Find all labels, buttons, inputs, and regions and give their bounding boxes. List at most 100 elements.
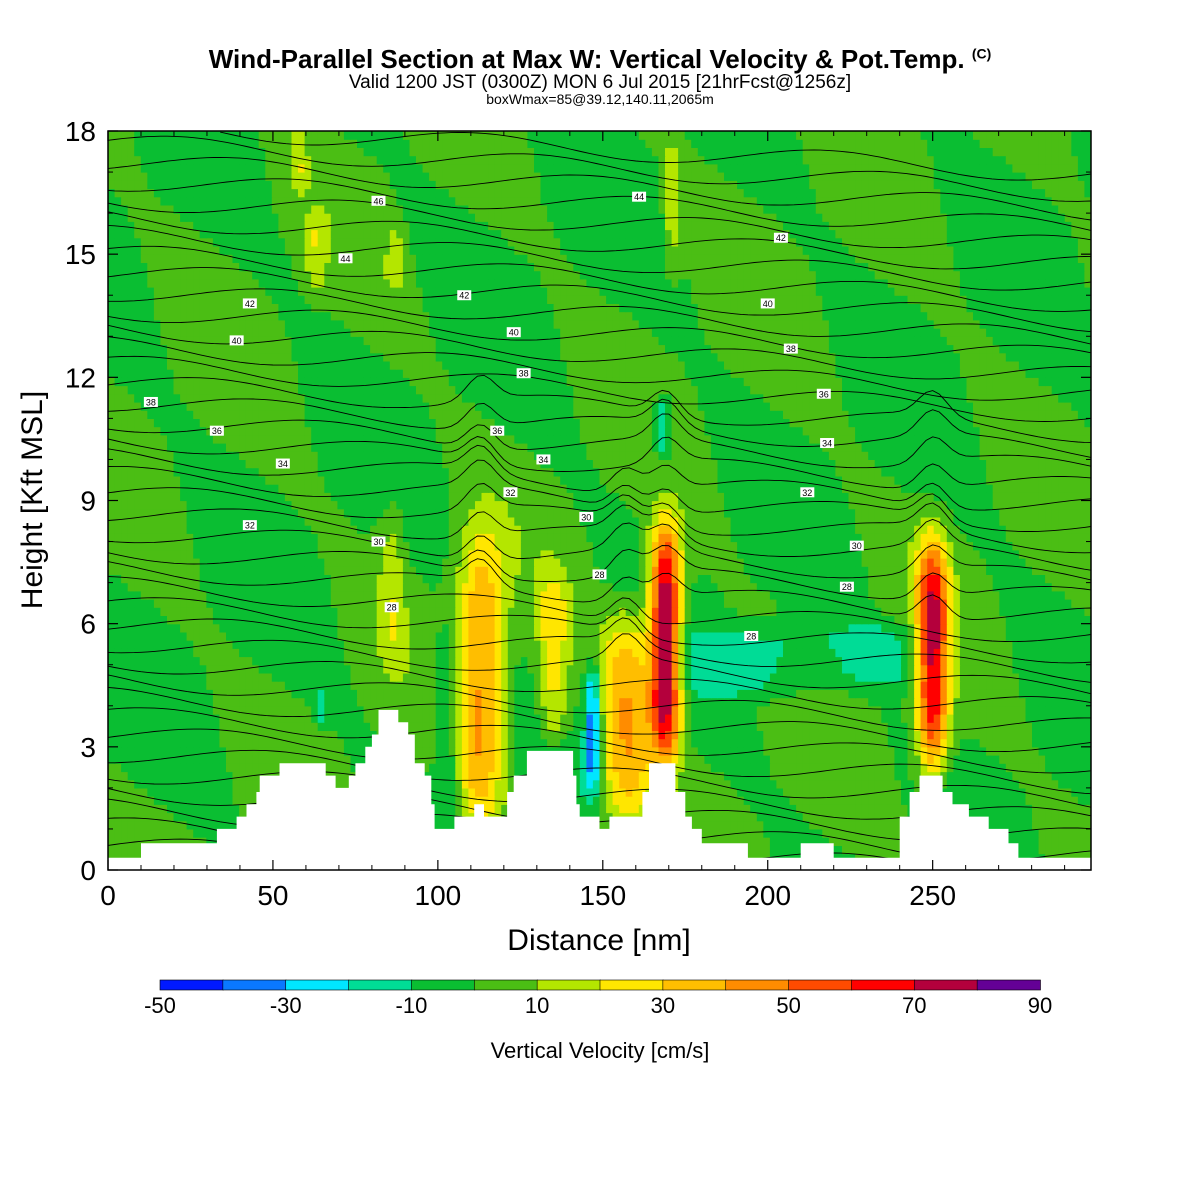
field-cell — [494, 681, 502, 690]
field-cell — [226, 607, 234, 616]
field-cell — [894, 648, 902, 658]
field-cell — [167, 746, 175, 756]
field-cell — [678, 697, 686, 707]
field-cell — [160, 763, 168, 773]
field-cell — [848, 607, 856, 616]
field-cell — [455, 664, 463, 674]
field-cell — [1018, 837, 1027, 846]
field-cell — [678, 607, 686, 616]
field-cell — [678, 714, 686, 723]
field-cell — [704, 755, 712, 764]
field-cell — [946, 689, 954, 699]
field-cell — [717, 697, 725, 707]
field-cell — [317, 631, 325, 641]
field-cell — [783, 730, 791, 740]
field-cell — [343, 664, 352, 674]
field-cell — [835, 845, 843, 855]
field-cell — [586, 738, 594, 748]
field-cell — [907, 623, 915, 633]
field-cell — [357, 755, 365, 764]
field-cell — [573, 796, 581, 805]
field-cell — [809, 796, 817, 805]
field-cell — [940, 779, 948, 789]
field-cell — [606, 615, 614, 625]
field-cell — [612, 681, 620, 690]
field-cell — [226, 623, 234, 633]
field-cell — [599, 787, 607, 797]
field-cell — [874, 779, 882, 789]
field-cell — [488, 779, 496, 789]
field-cell — [153, 615, 162, 625]
field-cell — [874, 828, 882, 838]
field-cell — [874, 812, 882, 822]
field-cell — [1058, 722, 1066, 731]
field-cell — [717, 664, 725, 674]
field-cell — [167, 689, 175, 699]
field-cell — [822, 697, 830, 707]
field-cell — [370, 697, 378, 707]
field-cell — [973, 631, 981, 641]
field-cell — [147, 615, 155, 625]
field-cell — [645, 672, 653, 682]
field-cell — [317, 656, 325, 666]
field-cell — [619, 796, 627, 805]
field-cell — [697, 755, 705, 764]
field-cell — [861, 746, 869, 756]
field-cell — [1018, 845, 1027, 855]
field-cell — [219, 763, 227, 773]
field-cell — [186, 779, 194, 789]
field-cell — [815, 755, 823, 764]
field-cell — [494, 689, 502, 699]
field-cell — [199, 607, 207, 616]
field-cell — [1077, 787, 1086, 797]
field-cell — [979, 714, 987, 723]
field-cell — [953, 730, 961, 740]
field-cell — [140, 640, 148, 649]
field-cell — [448, 615, 456, 625]
field-cell — [429, 697, 437, 707]
field-cell — [999, 738, 1007, 748]
field-cell — [330, 615, 338, 625]
field-cell — [527, 672, 535, 682]
field-cell — [232, 804, 240, 814]
field-cell — [638, 672, 646, 682]
field-cell — [769, 714, 778, 723]
field-cell — [252, 664, 260, 674]
field-cell — [612, 664, 620, 674]
field-cell — [724, 664, 732, 674]
field-cell — [1051, 656, 1059, 666]
field-cell — [1025, 730, 1033, 740]
field-cell — [743, 607, 751, 616]
field-cell — [1064, 607, 1072, 616]
field-cell — [953, 763, 961, 773]
field-cell — [933, 689, 941, 699]
field-cell — [887, 607, 895, 616]
field-cell — [625, 763, 633, 773]
field-cell — [317, 714, 325, 723]
field-cell — [232, 640, 240, 649]
field-cell — [560, 722, 568, 731]
field-cell — [108, 714, 116, 723]
field-cell — [606, 599, 614, 608]
field-cell — [1064, 599, 1072, 608]
field-cell — [999, 820, 1007, 830]
field-cell — [750, 697, 758, 707]
field-cell — [435, 648, 443, 658]
field-cell — [180, 779, 188, 789]
field-cell — [940, 730, 948, 740]
field-cell — [861, 812, 869, 822]
field-cell — [907, 746, 915, 756]
field-cell — [219, 787, 227, 797]
field-cell — [946, 746, 954, 756]
field-cell — [337, 648, 345, 658]
field-cell — [887, 738, 895, 748]
field-cell — [887, 787, 895, 797]
field-cell — [416, 697, 424, 707]
field-cell — [743, 779, 751, 789]
field-cell — [1025, 746, 1033, 756]
field-cell — [357, 746, 365, 756]
field-cell — [429, 607, 437, 616]
field-cell — [553, 648, 561, 658]
field-cell — [697, 672, 705, 682]
field-cell — [815, 697, 823, 707]
